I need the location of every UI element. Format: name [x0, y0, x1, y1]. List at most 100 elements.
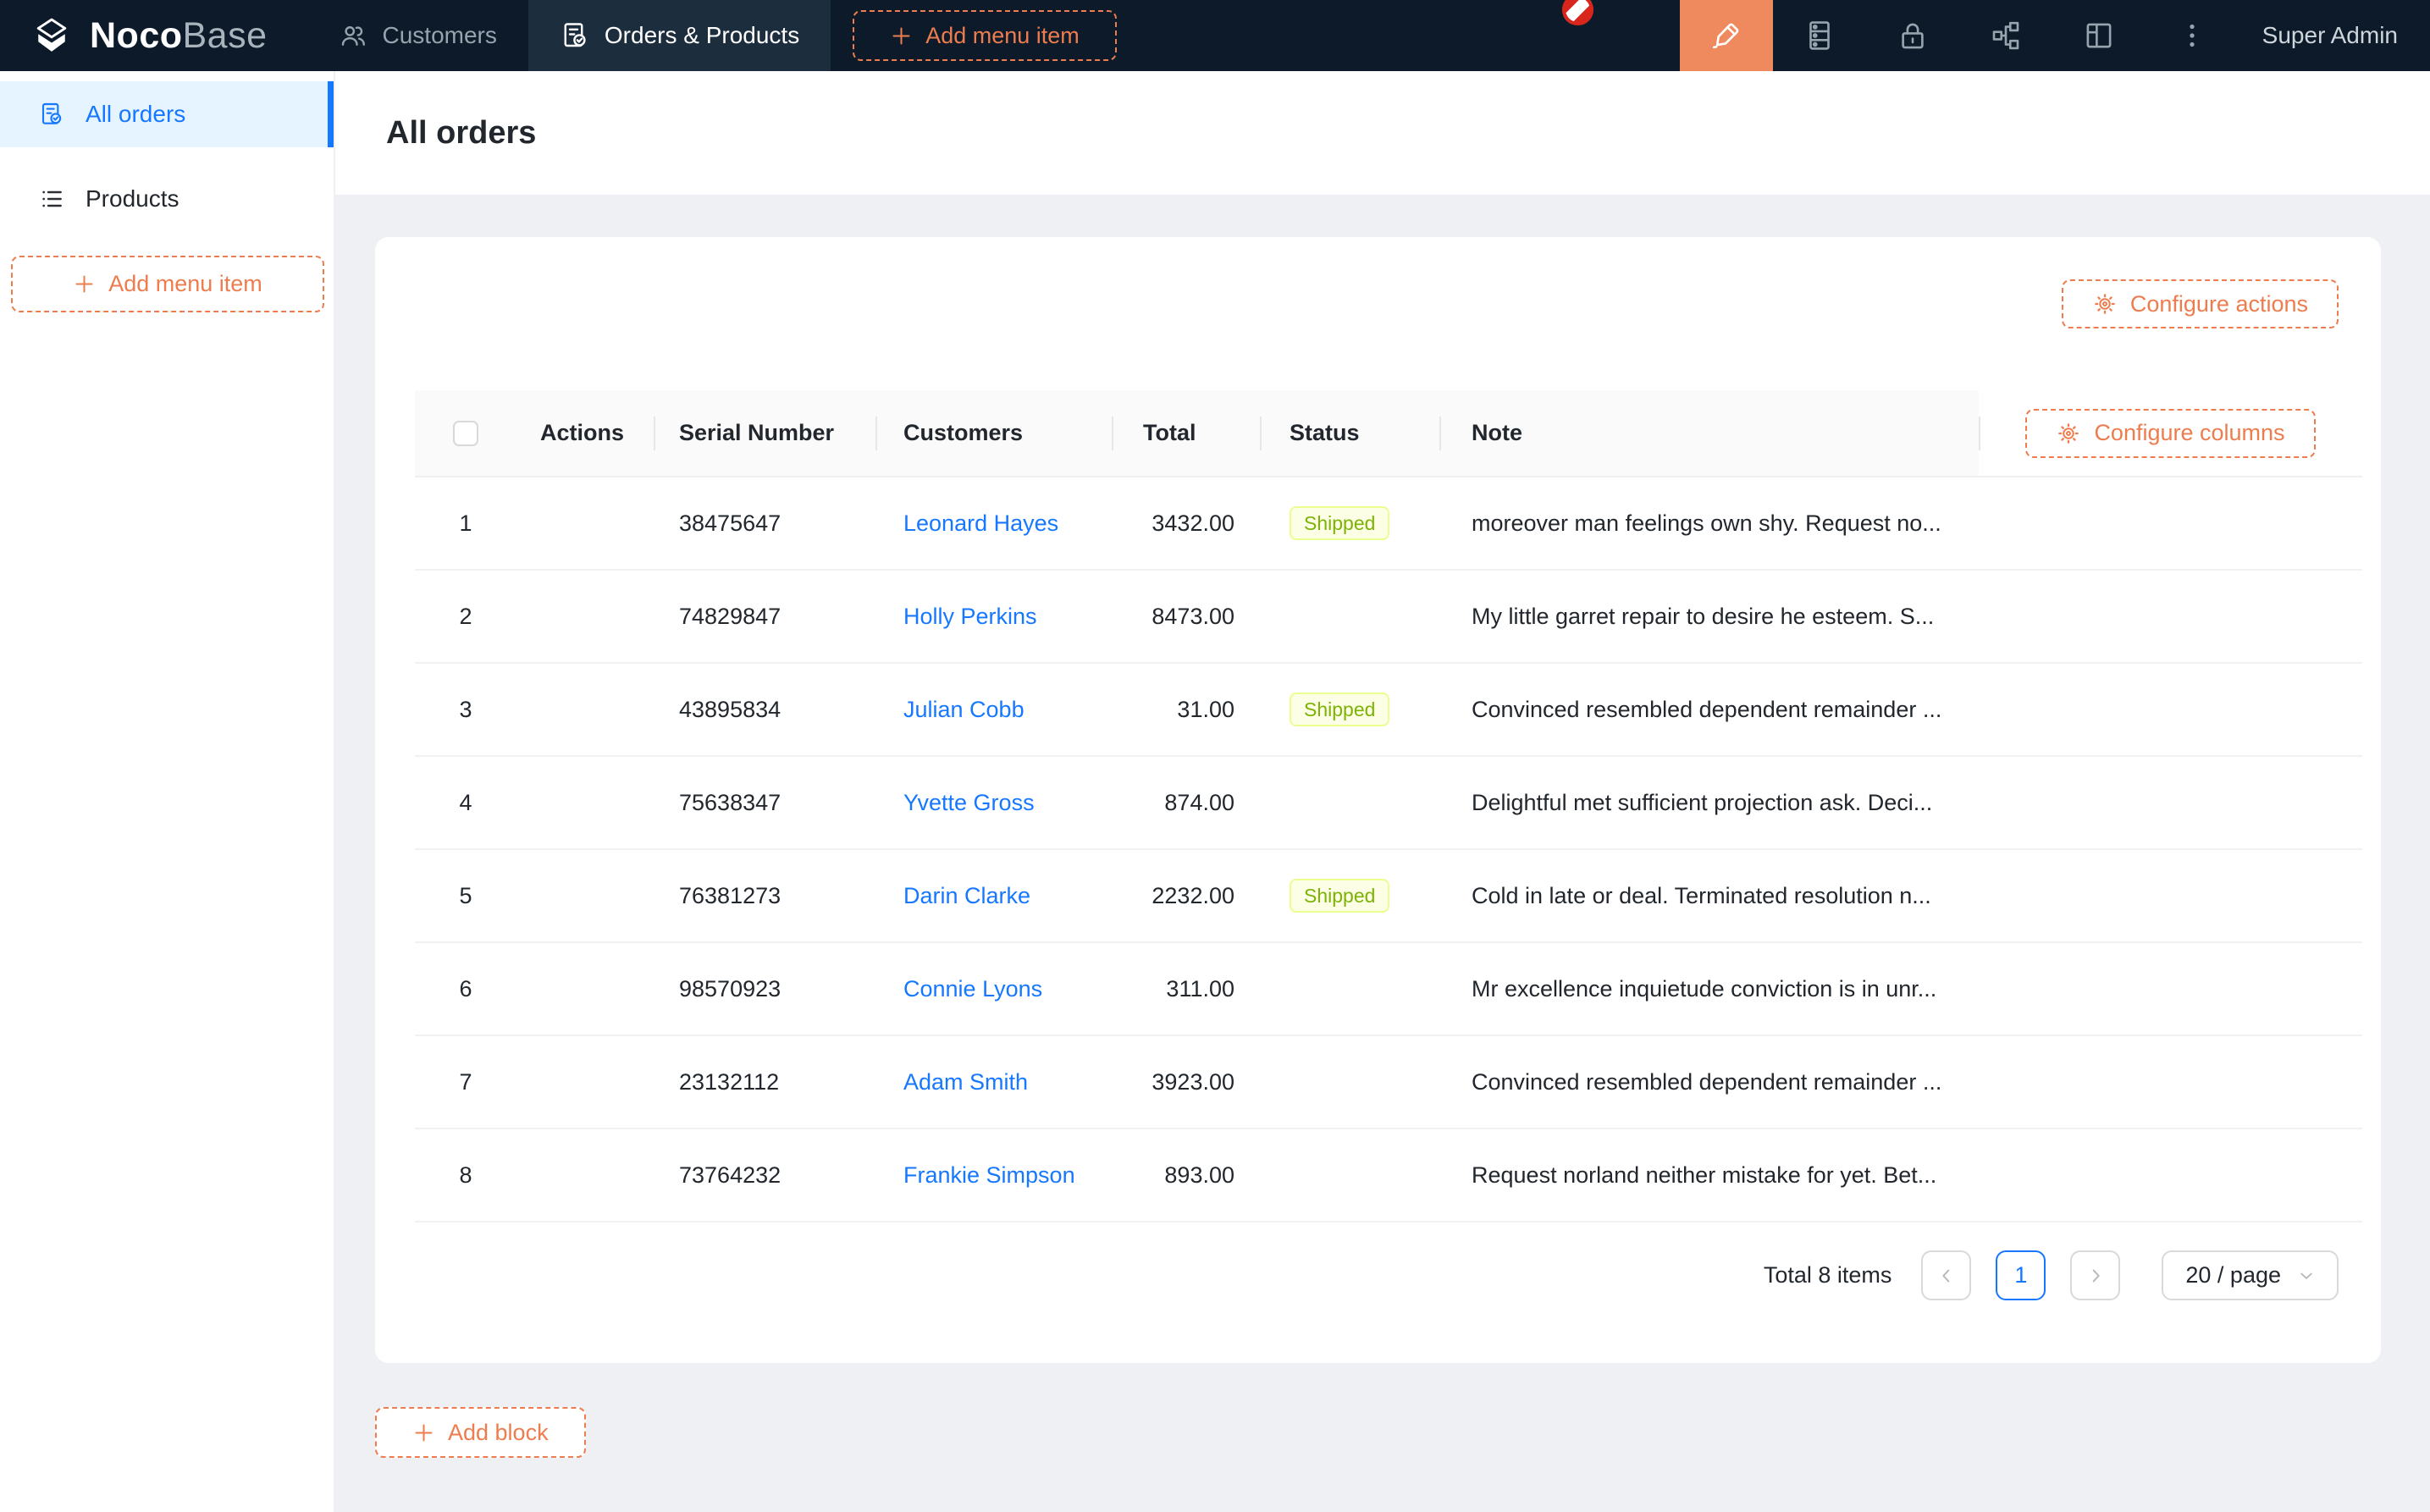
table-row: 5 76381273 Darin Clarke 2232.00 Shipped … — [415, 850, 2362, 943]
row-config-cell — [1979, 1129, 2362, 1221]
chevron-left-icon — [1937, 1266, 1956, 1285]
sidebar-item-all-orders[interactable]: All orders — [0, 81, 334, 147]
topbar-right-icons: Super Admin — [1680, 0, 2430, 71]
row-config-cell — [1979, 571, 2362, 662]
row-actions-cell — [516, 850, 654, 941]
plus-icon — [73, 273, 96, 295]
plugins-button[interactable] — [1959, 0, 2052, 71]
tab-orders-products[interactable]: Orders & Products — [528, 0, 831, 71]
status-badge: Shipped — [1290, 879, 1389, 913]
row-index: 1 — [415, 477, 516, 569]
total-cell: 874.00 — [1112, 757, 1260, 848]
row-actions-cell — [516, 757, 654, 848]
note-cell: moreover man feelings own shy. Request n… — [1439, 477, 1979, 569]
next-page-button[interactable] — [2070, 1250, 2120, 1300]
ui-editor-button[interactable] — [1680, 0, 1773, 71]
serial-number-cell: 23132112 — [654, 1036, 875, 1128]
page-number-button[interactable]: 1 — [1996, 1250, 2046, 1300]
row-index: 6 — [415, 943, 516, 1035]
table-row: 6 98570923 Connie Lyons 311.00 Mr excell… — [415, 943, 2362, 1036]
customer-link[interactable]: Holly Perkins — [903, 604, 1037, 630]
lock-button[interactable] — [1866, 0, 1959, 71]
add-block-button[interactable]: Add block — [375, 1407, 586, 1458]
blocked-cursor-icon — [1562, 0, 1593, 25]
topbar: NocoBase Customers Orders & Products Add… — [0, 0, 2430, 71]
total-cell: 311.00 — [1112, 943, 1260, 1035]
table-row: 3 43895834 Julian Cobb 31.00 Shipped Con… — [415, 664, 2362, 757]
list-icon — [38, 185, 65, 212]
pagination-total: Total 8 items — [1764, 1262, 1892, 1289]
column-header-total: Total — [1112, 390, 1260, 476]
sidebar-item-products[interactable]: Products — [0, 166, 334, 232]
row-index: 5 — [415, 850, 516, 941]
tab-label: Customers — [383, 22, 497, 49]
ui-editor-icon — [1709, 18, 1744, 53]
nocobase-logo: NocoBase — [0, 13, 307, 58]
status-badge: Shipped — [1290, 693, 1389, 727]
row-config-cell — [1979, 1036, 2362, 1128]
chevron-down-icon — [2298, 1267, 2315, 1284]
customer-link[interactable]: Darin Clarke — [903, 883, 1030, 909]
total-cell: 2232.00 — [1112, 850, 1260, 941]
row-actions-cell — [516, 1036, 654, 1128]
note-cell: Cold in late or deal. Terminated resolut… — [1439, 850, 1979, 941]
customer-link[interactable]: Julian Cobb — [903, 697, 1024, 723]
serial-number-cell: 73764232 — [654, 1129, 875, 1221]
page-content: Configure actions Actions Serial Number … — [335, 195, 2430, 1512]
note-cell: Convinced resembled dependent remainder … — [1439, 1036, 1979, 1128]
layout-button[interactable] — [2052, 0, 2146, 71]
configure-actions-button[interactable]: Configure actions — [2062, 279, 2339, 328]
collections-button[interactable] — [1773, 0, 1866, 71]
table-actions-row: Configure actions — [415, 279, 2339, 328]
total-cell: 31.00 — [1112, 664, 1260, 755]
serial-number-cell: 38475647 — [654, 477, 875, 569]
tab-customers[interactable]: Customers — [307, 0, 528, 71]
row-index: 4 — [415, 757, 516, 848]
order-icon — [560, 20, 590, 51]
page-header: All orders — [335, 71, 2430, 195]
row-index: 2 — [415, 571, 516, 662]
customer-link[interactable]: Frankie Simpson — [903, 1162, 1075, 1189]
main-area: All orders — [335, 71, 2430, 1512]
column-header-serial-number: Serial Number — [654, 390, 875, 476]
gear-icon — [2092, 291, 2118, 317]
total-cell: 3923.00 — [1112, 1036, 1260, 1128]
customer-link[interactable]: Adam Smith — [903, 1069, 1028, 1095]
order-icon — [38, 101, 65, 128]
collections-icon — [1802, 18, 1837, 53]
sidebar: All orders Products Add menu item — [0, 71, 335, 1512]
customer-link[interactable]: Leonard Hayes — [903, 510, 1058, 537]
customer-link[interactable]: Yvette Gross — [903, 790, 1035, 816]
row-config-cell — [1979, 664, 2362, 755]
column-header-actions: Actions — [516, 390, 654, 476]
note-cell: Mr excellence inquietude conviction is i… — [1439, 943, 1979, 1035]
table-row: 7 23132112 Adam Smith 3923.00 Convinced … — [415, 1036, 2362, 1129]
plus-icon — [890, 25, 913, 47]
row-config-cell — [1979, 943, 2362, 1035]
row-index: 8 — [415, 1129, 516, 1221]
more-button[interactable] — [2146, 0, 2239, 71]
sidebar-add-menu-item-button[interactable]: Add menu item — [11, 256, 324, 312]
chevron-right-icon — [2086, 1266, 2105, 1285]
select-all-checkbox[interactable] — [453, 421, 478, 446]
row-actions-cell — [516, 571, 654, 662]
plus-icon — [412, 1421, 435, 1444]
topbar-add-menu-item-button[interactable]: Add menu item — [853, 10, 1117, 61]
more-icon — [2174, 18, 2210, 53]
column-header-note: Note — [1439, 390, 1979, 476]
row-config-cell — [1979, 477, 2362, 569]
page-size-select[interactable]: 20 / page — [2162, 1250, 2339, 1300]
total-cell: 893.00 — [1112, 1129, 1260, 1221]
serial-number-cell: 75638347 — [654, 757, 875, 848]
sidebar-item-label: Products — [86, 185, 179, 212]
serial-number-cell: 74829847 — [654, 571, 875, 662]
nocobase-logo-icon — [29, 13, 75, 58]
column-header-customers: Customers — [875, 390, 1112, 476]
row-config-cell — [1979, 850, 2362, 941]
serial-number-cell: 76381273 — [654, 850, 875, 941]
customer-link[interactable]: Connie Lyons — [903, 976, 1042, 1002]
user-menu[interactable]: Super Admin — [2239, 22, 2430, 49]
brand-text: NocoBase — [90, 15, 268, 57]
configure-columns-button[interactable]: Configure columns — [2025, 409, 2315, 458]
prev-page-button[interactable] — [1921, 1250, 1971, 1300]
